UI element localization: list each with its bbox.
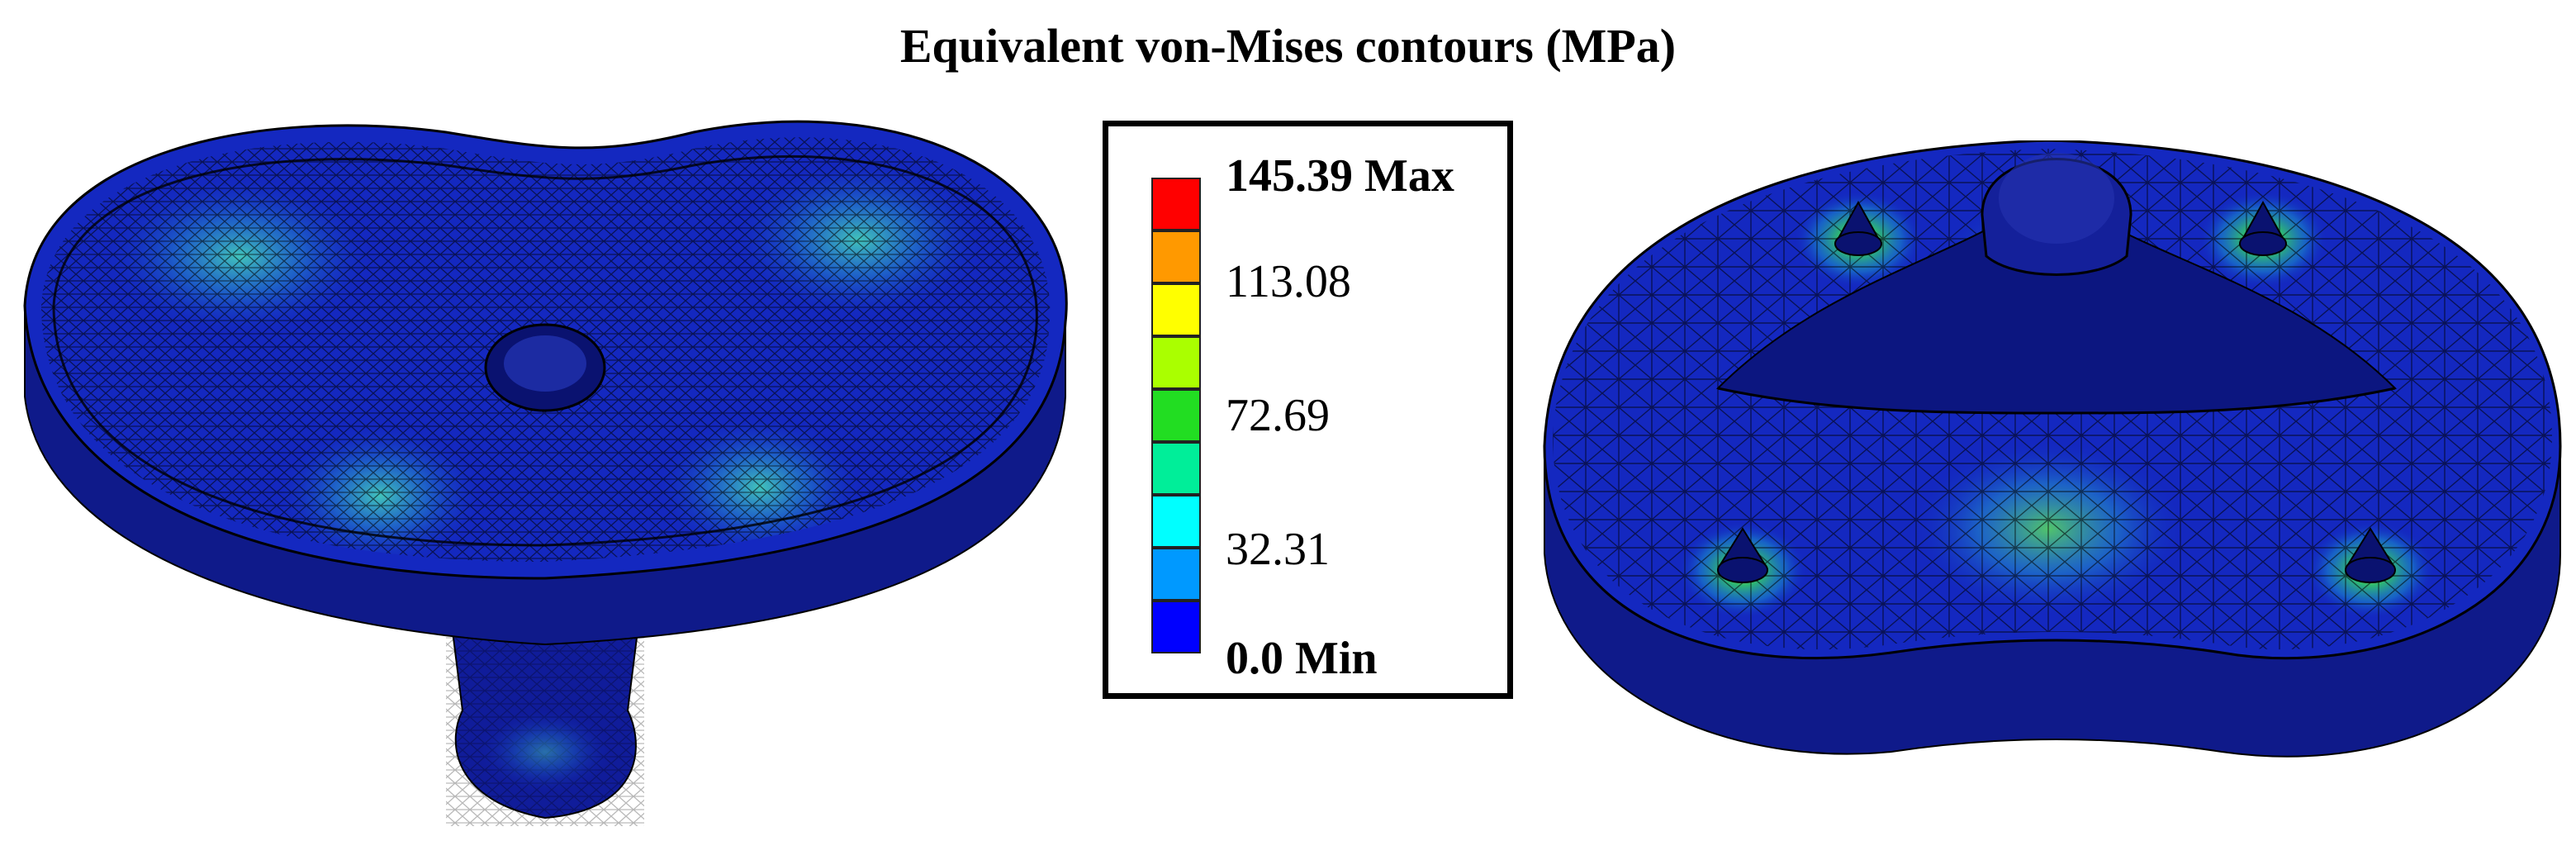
legend-swatch-5 [1151, 389, 1201, 442]
left-mesh-model [23, 120, 1068, 826]
right-mesh-model [1543, 140, 2562, 758]
legend-label-3: 32.31 [1226, 524, 1330, 575]
legend-swatch-8 [1151, 548, 1201, 601]
right-peg-4 [2345, 527, 2396, 583]
legend-swatch-9 [1151, 601, 1201, 653]
right-peg-1 [1834, 200, 1882, 256]
legend-label-1: 113.08 [1226, 256, 1351, 307]
color-legend: 145.39 Max 113.08 72.69 32.31 0.0 Min [1103, 121, 1513, 699]
legend-max-label: 145.39 Max [1226, 150, 1454, 202]
right-peg-3 [1717, 527, 1768, 583]
legend-swatch-7 [1151, 495, 1201, 548]
legend-label-2: 72.69 [1226, 390, 1330, 441]
legend-min-label: 0.0 Min [1226, 633, 1378, 684]
legend-swatch-4 [1151, 336, 1201, 389]
legend-swatch-3 [1151, 283, 1201, 336]
legend-swatch-6 [1151, 442, 1201, 495]
right-peg-2 [2239, 200, 2287, 256]
figure-title: Equivalent von-Mises contours (MPa) [899, 19, 1677, 73]
legend-swatch-2 [1151, 230, 1201, 283]
legend-swatch-1 [1151, 178, 1201, 230]
